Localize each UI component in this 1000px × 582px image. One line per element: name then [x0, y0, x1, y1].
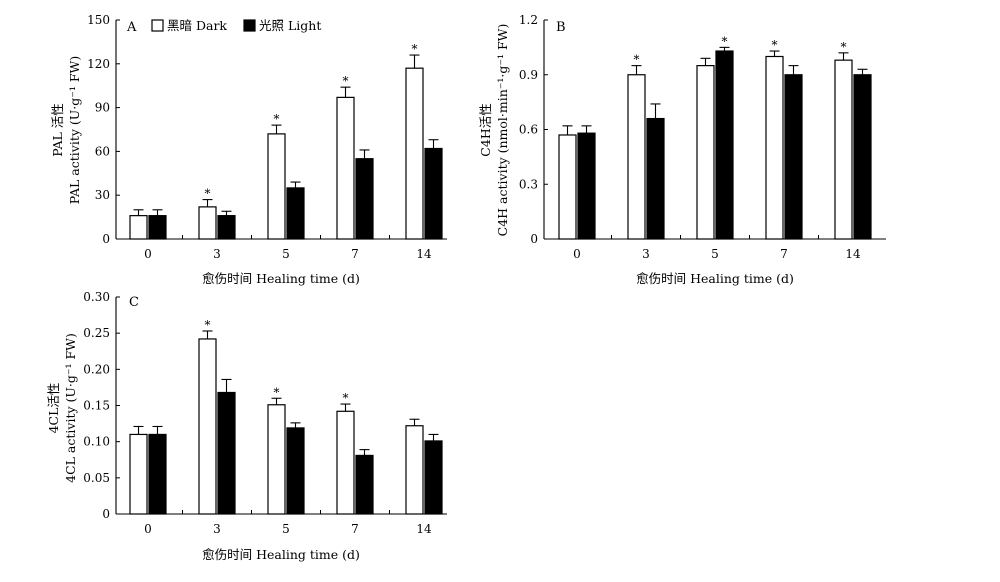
p2-x-tick-label: 5	[711, 247, 719, 261]
p1-bar-light	[217, 215, 236, 240]
panel-b-letter: B	[556, 20, 566, 35]
p3-x-tick-label: 5	[282, 522, 290, 536]
p3-bar-dark	[336, 410, 355, 515]
p1-y-tick-label: 120	[87, 57, 110, 71]
p3-x-tick-label: 0	[144, 522, 152, 536]
p2-x-tick-label: 7	[780, 247, 788, 261]
p1-y-tick-label: 30	[95, 188, 110, 202]
panel-a-letter: A	[126, 20, 137, 35]
p2-significance-mark: *	[772, 38, 778, 52]
p2-x-tick-label: 14	[845, 247, 861, 261]
panel-b-xlabel: 愈伤时间 Healing time (d)	[636, 271, 794, 286]
panel-a-ylabel-en: PAL activity (U·g⁻¹ FW)	[67, 56, 82, 205]
p1-significance-mark: *	[412, 42, 418, 56]
p2-significance-mark: *	[841, 40, 847, 54]
p3-x-tick-label: 7	[351, 522, 359, 536]
legend-light-swatch	[243, 19, 256, 32]
p3-y-tick-label: 0.25	[83, 326, 110, 340]
p3-bar-light	[355, 454, 374, 515]
p1-x-tick-label: 3	[213, 247, 221, 261]
panel-b-ylabel-cn: C4H活性	[478, 103, 493, 156]
p2-bar-dark	[834, 59, 853, 240]
p3-y-tick-label: 0.20	[83, 362, 110, 376]
p1-bar-light	[286, 187, 305, 240]
p2-significance-mark: *	[634, 53, 640, 67]
p3-y-tick-label: 0	[102, 507, 110, 521]
p1-bar-dark	[405, 67, 424, 240]
panel-c-letter: C	[129, 295, 139, 310]
p2-y-tick-label: 1.2	[519, 13, 538, 27]
p2-bar-light	[784, 74, 803, 240]
p2-y-tick-label: 0.6	[519, 123, 538, 137]
p2-x-tick-label: 0	[573, 247, 581, 261]
p1-y-tick-label: 0	[102, 232, 110, 246]
p2-bar-light	[646, 117, 665, 240]
p3-bar-light	[286, 427, 305, 515]
p2-bar-light	[715, 50, 734, 240]
panel-b-ylabel-en: C4H activity (nmol·min⁻¹·g⁻¹ FW)	[495, 24, 510, 237]
p1-y-tick-label: 60	[95, 144, 110, 158]
p1-x-tick-label: 7	[351, 247, 359, 261]
panel-c-ylabel-cn: 4CL活性	[46, 383, 61, 434]
p3-x-tick-label: 14	[416, 522, 432, 536]
p2-bar-light	[853, 74, 872, 240]
p1-bar-dark	[198, 206, 217, 240]
p1-significance-mark: *	[343, 74, 349, 88]
p2-y-tick-label: 0.3	[519, 177, 538, 191]
p1-x-tick-label: 5	[282, 247, 290, 261]
p1-y-tick-label: 90	[95, 101, 110, 115]
p3-y-tick-label: 0.15	[83, 399, 110, 413]
p1-bar-dark	[336, 96, 355, 240]
panel-b: B C4H活性 C4H activity (nmol·min⁻¹·g⁻¹ FW)…	[478, 13, 886, 286]
p1-significance-mark: *	[205, 187, 211, 201]
p2-bar-light	[577, 132, 596, 240]
p3-y-tick-label: 0.05	[83, 471, 110, 485]
panel-a: A 黑暗 Dark 光照 Light PAL 活性 PAL activity (…	[50, 13, 447, 286]
p2-y-tick-label: 0.9	[519, 68, 538, 82]
p3-bar-dark	[198, 338, 217, 515]
p3-bar-dark	[405, 425, 424, 515]
p3-bar-light	[424, 440, 443, 515]
p2-bar-dark	[765, 55, 784, 240]
p3-y-tick-label: 0.10	[83, 435, 110, 449]
p2-x-tick-label: 3	[642, 247, 650, 261]
p3-bar-dark	[267, 404, 286, 515]
legend-dark-label: 黑暗 Dark	[167, 18, 227, 33]
p2-significance-mark: *	[722, 34, 728, 48]
legend: 黑暗 Dark 光照 Light	[151, 18, 321, 33]
panel-a-ylabel-cn: PAL 活性	[50, 103, 65, 157]
p3-significance-mark: *	[205, 318, 211, 332]
p1-x-tick-label: 0	[144, 247, 152, 261]
p1-bar-light	[148, 215, 167, 240]
p1-bar-dark	[129, 215, 148, 240]
panel-c-xlabel: 愈伤时间 Healing time (d)	[202, 547, 360, 562]
p3-bar-light	[217, 391, 236, 515]
p2-bar-dark	[696, 65, 715, 240]
p3-significance-mark: *	[343, 391, 349, 405]
p1-bar-dark	[267, 133, 286, 240]
legend-light-label: 光照 Light	[259, 18, 321, 33]
legend-dark-swatch	[151, 19, 164, 32]
p1-y-tick-label: 150	[87, 13, 110, 27]
p2-bar-dark	[627, 74, 646, 240]
panel-c: C 4CL活性 4CL activity (U·g⁻¹ FW) 愈伤时间 Hea…	[46, 290, 447, 562]
p3-x-tick-label: 3	[213, 522, 221, 536]
p1-x-tick-label: 14	[416, 247, 432, 261]
p1-bar-light	[355, 158, 374, 240]
panel-a-xlabel: 愈伤时间 Healing time (d)	[202, 271, 360, 286]
panel-c-ylabel-en: 4CL activity (U·g⁻¹ FW)	[63, 333, 78, 483]
p3-y-tick-label: 0.30	[83, 290, 110, 304]
p3-significance-mark: *	[274, 385, 280, 399]
p3-bar-light	[148, 433, 167, 515]
p2-bar-dark	[558, 134, 577, 240]
p2-y-tick-label: 0	[530, 232, 538, 246]
p1-significance-mark: *	[274, 112, 280, 126]
p1-bar-light	[424, 147, 443, 240]
p3-bar-dark	[129, 433, 148, 515]
